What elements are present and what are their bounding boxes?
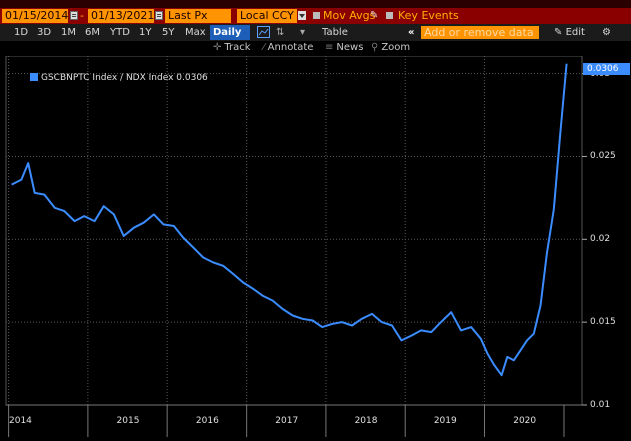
key-events-label[interactable]: Key Events <box>398 9 459 22</box>
edit-label: Edit <box>565 27 585 38</box>
x-tick-label: 2020 <box>513 416 537 426</box>
date-separator: - <box>80 9 84 22</box>
y-tick-label: 0.015 <box>590 317 616 328</box>
line-chart-icon[interactable] <box>257 26 270 42</box>
key-events-checkbox[interactable] <box>386 12 393 19</box>
legend-swatch <box>30 73 38 81</box>
period-select[interactable]: Daily ▼ <box>210 25 250 53</box>
x-tick-label: 2017 <box>275 416 299 426</box>
compare-icon[interactable]: ⇅ <box>276 27 285 38</box>
top-strip <box>0 0 631 8</box>
annotate-icon: ⁄ <box>263 42 265 53</box>
start-date-field[interactable]: 01/15/2014 <box>2 9 68 23</box>
x-tick-label: 2019 <box>433 416 457 426</box>
mov-avgs-checkbox[interactable] <box>313 12 320 19</box>
legend-label: GSCBNPTC Index / NDX Index 0.0306 <box>41 73 208 83</box>
range-1y[interactable]: 1Y <box>139 27 152 38</box>
calendar-icon[interactable] <box>70 11 78 20</box>
y-tick-label: 0.01 <box>590 400 611 410</box>
news-icon: ≡ <box>325 42 334 53</box>
chart-tools-bar: ✛ Track ⁄ Annotate ≡ News ⚲ Zoom <box>0 41 631 56</box>
range-6m[interactable]: 6M <box>85 27 100 38</box>
collapse-icon[interactable]: « <box>408 27 415 38</box>
range-bar: 1D 3D 1M 6M YTD 1Y 5Y Max Daily ▼ ⇅ ▾ Ta… <box>0 24 631 53</box>
dropdown-icon[interactable]: ▾ <box>300 27 306 38</box>
annotate-label: Annotate <box>267 42 314 53</box>
table-button[interactable]: Table <box>322 27 348 38</box>
chart-legend: GSCBNPTC Index / NDX Index 0.0306 <box>30 73 208 83</box>
track-tool[interactable]: ✛ Track <box>213 41 251 55</box>
zoom-icon: ⚲ <box>371 42 379 53</box>
y-tick-label: 0.025 <box>590 151 616 162</box>
range-1m[interactable]: 1M <box>61 27 76 38</box>
news-tool[interactable]: ≡ News <box>325 41 363 55</box>
price-ratio-chart[interactable] <box>0 56 631 441</box>
chart-settings-bar: 01/15/2014 - 01/13/2021 Last Px Local CC… <box>0 8 631 24</box>
pencil-icon: ✎ <box>554 27 566 38</box>
track-label: Track <box>224 42 251 53</box>
edit-button[interactable]: ✎ Edit <box>554 25 585 40</box>
range-ytd[interactable]: YTD <box>110 27 130 38</box>
dropdown-icon[interactable] <box>298 11 306 20</box>
range-1d[interactable]: 1D <box>14 27 29 38</box>
last-value-label: 0.0306 <box>583 63 630 75</box>
x-tick-label: 2015 <box>116 416 140 426</box>
mov-avgs-label[interactable]: Mov Avgs <box>323 9 376 22</box>
news-label: News <box>336 42 364 53</box>
zoom-label: Zoom <box>381 42 411 53</box>
x-tick-label: 2016 <box>195 416 219 426</box>
calendar-icon[interactable] <box>155 11 163 20</box>
gear-icon[interactable]: ⚙ <box>602 27 611 38</box>
plot-frame <box>5 56 583 406</box>
range-5y[interactable]: 5Y <box>162 27 175 38</box>
currency-select[interactable]: Local CCY <box>237 9 297 23</box>
add-remove-data-input[interactable]: Add or remove data <box>421 26 539 39</box>
price-field-select[interactable]: Last Px <box>165 9 231 23</box>
annotate-tool[interactable]: ⁄ Annotate <box>263 41 313 55</box>
range-3d[interactable]: 3D <box>37 27 52 38</box>
range-max[interactable]: Max <box>185 27 206 38</box>
series-line <box>11 63 568 377</box>
pencil-icon[interactable]: ✎ <box>370 10 379 21</box>
end-date-field[interactable]: 01/13/2021 <box>88 9 154 23</box>
x-tick-label: 2018 <box>354 416 378 426</box>
zoom-tool[interactable]: ⚲ Zoom <box>371 41 410 55</box>
y-tick-label: 0.02 <box>590 234 611 245</box>
crosshair-icon: ✛ <box>213 42 222 53</box>
x-tick-label: 2014 <box>9 416 32 426</box>
